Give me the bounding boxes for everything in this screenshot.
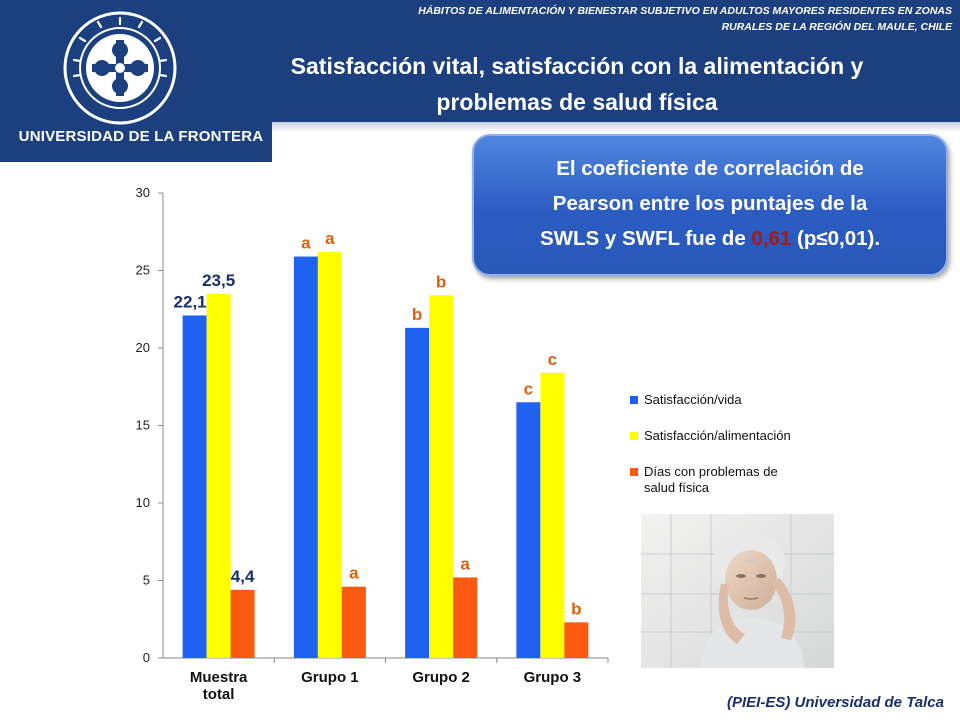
callout-line-2: Pearson entre los puntajes de la	[552, 192, 868, 215]
data-value-label: 22,1	[174, 292, 207, 311]
y-tick-label: 20	[136, 340, 150, 355]
significance-letter-label: a	[301, 234, 311, 253]
y-tick-label: 10	[136, 495, 150, 510]
legend-label: salud física	[644, 480, 710, 495]
callout-line-3: SWLS y SWFL fue de 0,61 (p≤0,01).	[474, 221, 946, 256]
chart-legend: Satisfacción/vida Satisfacción/alimentaci…	[630, 392, 870, 516]
bar	[516, 402, 541, 658]
bar	[230, 589, 255, 658]
legend-label: Satisfacción/alimentación	[644, 428, 791, 443]
data-value-label: 4,4	[231, 567, 255, 586]
x-category-label: total	[203, 686, 235, 703]
legend-swatch	[630, 432, 638, 440]
data-value-label: 23,5	[202, 271, 235, 290]
legend-label: Días con problemas de	[644, 464, 778, 479]
header: UNIVERSIDAD DE LA FRONTERA HÁBITOS DE AL…	[0, 0, 960, 162]
subtitle-line-1: HÁBITOS DE ALIMENTACIÓN Y BIENESTAR SUBJ…	[418, 5, 952, 17]
slide-title-line-1: Satisfacción vital, satisfacción con la …	[290, 53, 864, 79]
x-category-label: Grupo 1	[301, 669, 359, 686]
significance-letter-label: b	[436, 272, 446, 291]
correlation-callout: El coeficiente de correlación de Pearson…	[472, 134, 948, 276]
bar	[429, 295, 454, 658]
callout-line-1: El coeficiente de correlación de	[556, 157, 864, 180]
significance-letter-label: a	[460, 554, 470, 573]
bar	[317, 251, 342, 658]
significance-letter-label: b	[571, 599, 581, 618]
y-tick-label: 5	[143, 573, 150, 588]
bar	[341, 586, 366, 658]
legend-item: Días con problemas de salud física	[630, 464, 870, 496]
y-tick-label: 0	[143, 650, 150, 665]
bar	[293, 256, 318, 658]
significance-letter-label: c	[548, 350, 557, 369]
header-shadow	[272, 122, 960, 132]
significance-letter-label: c	[524, 379, 533, 398]
legend-swatch	[630, 468, 638, 476]
presentation-subtitle: HÁBITOS DE ALIMENTACIÓN Y BIENESTAR SUBJ…	[312, 3, 952, 35]
x-category-label: Muestra	[190, 669, 248, 686]
slide-title-line-2: problemas de salud física	[436, 89, 718, 115]
significance-letter-label: b	[412, 305, 422, 324]
bar	[564, 622, 589, 658]
subtitle-line-2: RURALES DE LA REGIÓN DEL MAULE, CHILE	[721, 21, 952, 33]
legend-item: Satisfacción/alimentación	[630, 428, 870, 444]
bar	[182, 315, 207, 658]
significance-letter-label: a	[325, 229, 335, 248]
y-tick-label: 15	[136, 418, 150, 433]
legend-swatch	[630, 396, 638, 404]
legend-label: Satisfacción/vida	[644, 392, 742, 407]
bar	[453, 577, 478, 658]
legend-item: Satisfacción/vida	[630, 392, 870, 408]
bar	[206, 293, 231, 658]
slide-title: Satisfacción vital, satisfacción con la …	[222, 48, 932, 120]
callout-line-3-end: (p≤0,01).	[791, 227, 881, 250]
bar	[405, 327, 430, 658]
callout-line-3-start: SWLS y SWFL fue de	[539, 227, 752, 250]
university-seal-icon	[63, 11, 177, 125]
x-category-label: Grupo 3	[524, 669, 582, 686]
y-tick-label: 25	[136, 263, 150, 278]
correlation-value: 0,61	[751, 227, 792, 250]
significance-letter-label: a	[349, 564, 359, 583]
x-category-label: Grupo 2	[412, 669, 470, 686]
footer-credit: (PIEI-ES) Universidad de Talca	[726, 694, 944, 711]
elderly-woman-photo	[641, 514, 834, 668]
y-tick-label: 30	[136, 185, 150, 200]
bar	[540, 372, 565, 658]
logo-wordmark: UNIVERSIDAD DE LA FRONTERA	[18, 128, 264, 145]
